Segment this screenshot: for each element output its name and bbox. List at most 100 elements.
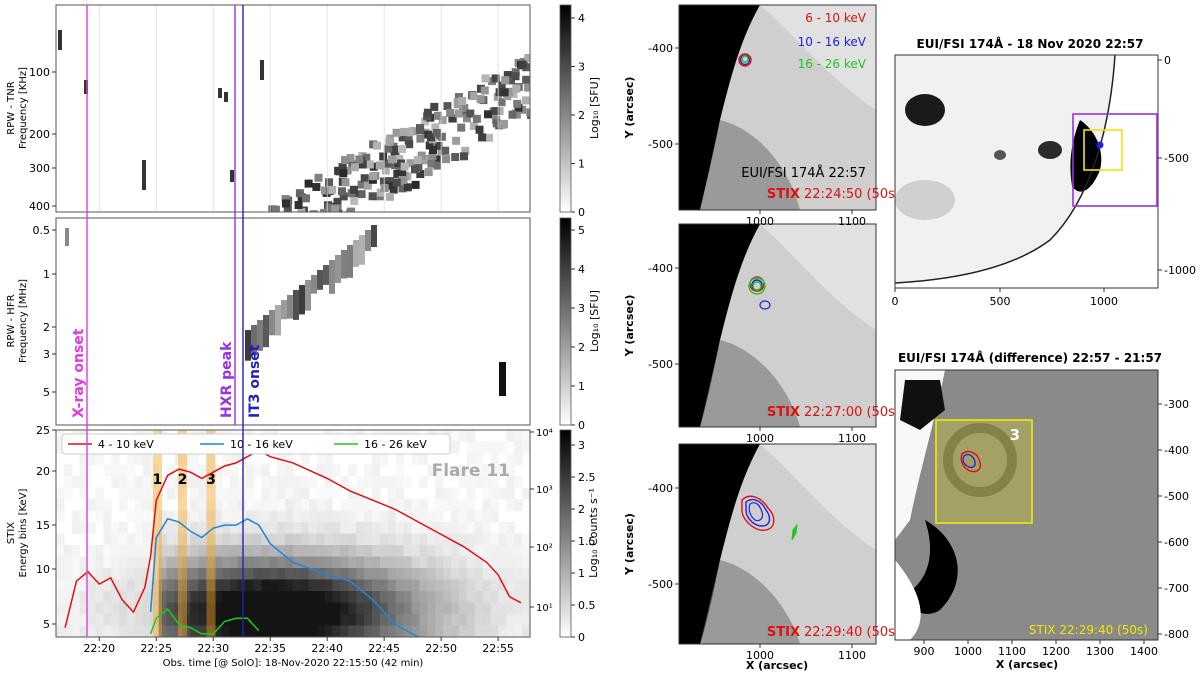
stix-pixel	[308, 579, 318, 592]
cbar-tick-label: 1.5	[578, 535, 596, 548]
stix-pixel	[482, 441, 491, 454]
stix-pixel	[142, 545, 152, 557]
stix-pixel	[364, 533, 373, 546]
stix-pixel	[348, 499, 357, 511]
active-region-3	[994, 150, 1006, 160]
stix-pixel	[395, 602, 405, 615]
stix-pixel	[522, 545, 530, 557]
stix-pixel	[198, 591, 207, 603]
stix-pixel	[300, 499, 310, 511]
stix-pixel	[142, 476, 152, 488]
stix-pixel	[300, 602, 310, 615]
tnr-pixel	[416, 134, 425, 143]
stix-pixel	[285, 625, 294, 637]
stix-pixel	[285, 464, 294, 477]
tnr-pixel	[497, 98, 506, 107]
tnr-pixel	[389, 185, 398, 194]
stix-pixel	[427, 602, 436, 615]
stix-pixel	[300, 579, 310, 592]
contour-blue-2	[759, 300, 771, 310]
tnr-pixel	[309, 210, 318, 212]
stix-pixel	[135, 591, 144, 603]
stix-pixel	[127, 614, 136, 626]
stix-pixel	[229, 614, 239, 626]
stix-pixel	[364, 614, 373, 626]
stix-pixel	[490, 568, 499, 580]
stix-pixel	[427, 568, 436, 580]
tnr-pixel	[431, 123, 440, 132]
tnr-pixel	[480, 86, 489, 95]
tnr-pixel	[416, 170, 425, 178]
right-top-ticks: 0 500 1000 0 -500 -1000	[892, 54, 1196, 308]
stix-pixel	[324, 545, 333, 557]
stix-pixel	[277, 522, 286, 534]
tnr-pixel	[373, 141, 382, 150]
tnr-pixel	[430, 102, 439, 111]
stix-pixel	[261, 476, 270, 488]
corona-bright	[760, 5, 876, 110]
stix-pixel	[443, 591, 452, 603]
stix-pixel	[411, 510, 420, 523]
tnr-pixel	[347, 207, 356, 212]
stix-pixel	[490, 579, 499, 592]
stix-pixel	[221, 510, 231, 523]
limb-dark-region	[679, 5, 760, 210]
stix-pixel	[56, 510, 65, 523]
stix-pixel	[482, 533, 491, 546]
right-bottom-panel: EUI/FSI 174Å (difference) 22:57 - 21:57 …	[894, 350, 1189, 671]
stix-pixel	[427, 464, 436, 477]
y-tick-label: 2	[43, 321, 50, 334]
stix-pixel	[293, 533, 302, 546]
stix-pixel	[111, 476, 120, 488]
stix-pixel	[522, 568, 530, 580]
stix-pixel	[419, 591, 428, 603]
stix-pixel	[348, 579, 357, 592]
stix-pixel	[348, 533, 357, 546]
stix-pixel	[356, 487, 365, 500]
stix-pixel	[253, 614, 262, 626]
stix-pixel	[198, 625, 207, 637]
tnr-pixel	[392, 128, 401, 137]
contour-green-inner	[752, 281, 762, 291]
tnr-pixel	[369, 172, 378, 181]
stix-pixel	[221, 579, 231, 592]
stix-pixel	[379, 614, 389, 626]
stix-pixel	[490, 602, 499, 615]
stix-pixel	[198, 499, 207, 511]
stix-pixel	[324, 568, 333, 580]
stix-pixel	[506, 545, 515, 557]
stix-pixel	[142, 602, 152, 615]
stix-pixel	[135, 568, 144, 580]
stix-pixel	[198, 476, 207, 488]
stix-pixel	[277, 556, 286, 569]
stix-pixel	[348, 625, 357, 637]
stix-pixel	[451, 487, 460, 500]
stix-pixel	[411, 533, 420, 546]
stix-pixel	[293, 545, 302, 557]
tnr-blip	[260, 60, 264, 80]
stix-pixel	[71, 614, 81, 626]
stix-pixel	[206, 568, 215, 580]
stix-pixel	[300, 533, 310, 546]
stix-pixel	[498, 579, 507, 592]
contour-green	[741, 55, 749, 63]
stix-pixel	[466, 568, 476, 580]
stix-pixel	[103, 464, 112, 477]
stix-pixel	[127, 476, 136, 488]
stix-pixel	[166, 464, 175, 477]
contour-blue	[745, 498, 771, 527]
tnr-pixel	[481, 74, 490, 83]
stix-pixel	[214, 614, 223, 626]
y-tick-label: 5	[43, 618, 50, 631]
hfr-ylabel-1: RPW - HFR	[6, 294, 17, 347]
stix-pixel	[261, 533, 270, 546]
stix-pixel	[269, 591, 278, 603]
stix-pixel	[111, 556, 120, 569]
tnr-pixel	[442, 155, 451, 164]
tnr-pixel	[300, 239, 308, 247]
stix-pixel	[387, 522, 397, 534]
stix-pixel	[182, 556, 191, 569]
tnr-ylabel-2: Frequency [KHz]	[18, 67, 29, 149]
stix-pixel	[198, 545, 207, 557]
tnr-pixel	[472, 114, 481, 123]
